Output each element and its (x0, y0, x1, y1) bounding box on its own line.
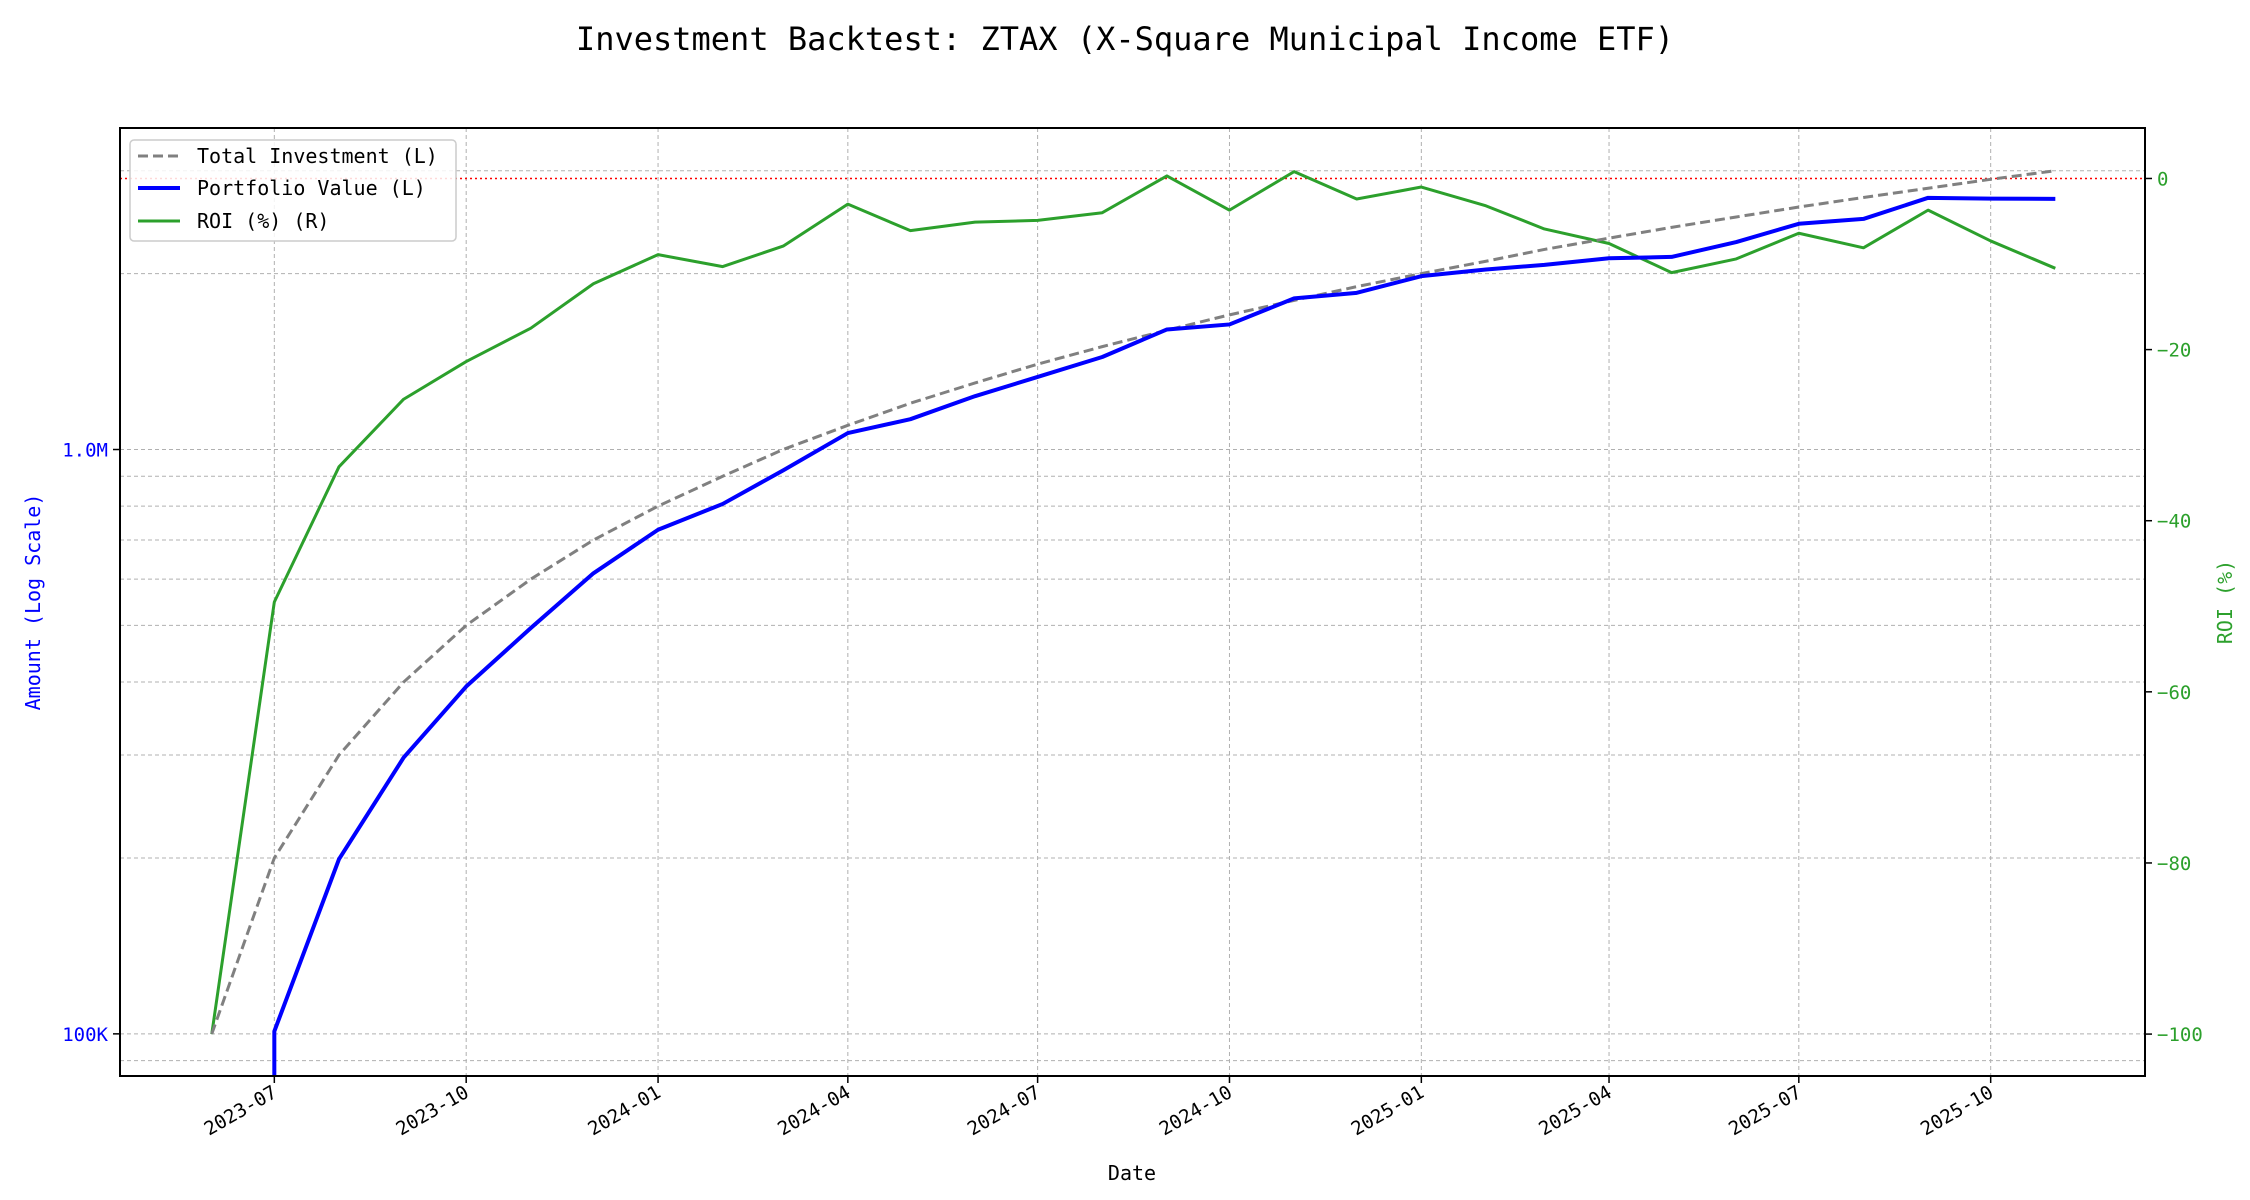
x-tick-label: 2024-10 (1156, 1081, 1236, 1140)
series-line-total-investment (210, 169, 2056, 1035)
series-line-roi (210, 170, 2056, 1035)
x-tick-label: 2025-07 (1725, 1081, 1805, 1140)
x-axis-label: Date (1108, 1161, 1156, 1185)
y-left-tick-label: 100K (62, 1024, 108, 1046)
y-right-tick-label: −60 (2157, 682, 2191, 704)
x-tick-label: 2025-01 (1347, 1081, 1427, 1140)
y-left-tick-label: 1.0M (62, 440, 108, 462)
legend-label-roi: ROI (%) (R) (197, 209, 329, 233)
plot-area (120, 169, 2145, 1076)
x-tick-label: 2024-07 (964, 1081, 1044, 1140)
series-line-portfolio-value (272, 195, 2056, 1076)
x-tick-label: 2024-01 (584, 1081, 664, 1140)
y-right-tick-label: −40 (2157, 511, 2191, 533)
chart-title: Investment Backtest: ZTAX (X-Square Muni… (576, 20, 1674, 58)
y-right-tick-label: −80 (2157, 853, 2191, 875)
legend-label-total-investment: Total Investment (L) (197, 144, 438, 168)
legend: Total Investment (L) Portfolio Value (L)… (129, 139, 457, 242)
legend-box (129, 139, 457, 242)
legend-label-portfolio-value: Portfolio Value (L) (197, 176, 426, 200)
y-right-tick-label: −100 (2157, 1024, 2203, 1046)
x-tick-label: 2023-07 (200, 1081, 280, 1140)
x-tick-label: 2025-04 (1535, 1081, 1615, 1140)
y-axis-left-label: Amount (Log Scale) (21, 494, 45, 711)
x-axis: 2023-07 2023-10 2024-01 2024-04 2024-07 2024-… (200, 1076, 1997, 1140)
axes-frame (119, 127, 2146, 1077)
y-axis-left: 100K 1.0M (62, 440, 120, 1046)
y-axis-right: 0 −20 −40 −60 −80 −100 (2145, 168, 2203, 1046)
x-tick-label: 2025-10 (1917, 1081, 1997, 1140)
y-axis-right-label: ROI (%) (2213, 560, 2237, 644)
grid (120, 128, 2145, 1076)
y-right-tick-label: −20 (2157, 340, 2191, 362)
y-right-tick-label: 0 (2157, 168, 2168, 190)
x-tick-label: 2023-10 (392, 1081, 472, 1140)
x-tick-label: 2024-04 (774, 1081, 854, 1140)
